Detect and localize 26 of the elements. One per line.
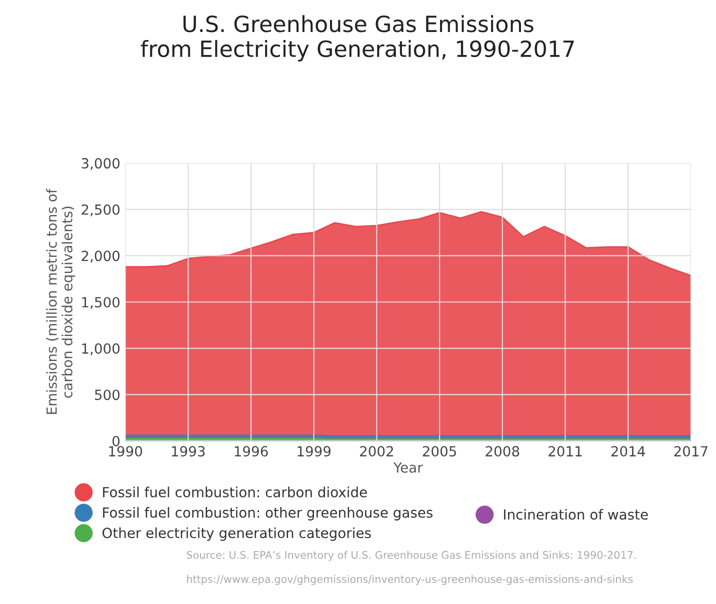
text: https://www.epa.gov/ghgemissions/inventory-us-greenhouse-gas-emissions-and-sinks [187,574,633,586]
legend-label: Other electricity generation categories [102,527,371,541]
legend-label: Fossil fuel combustion: other greenhouse gases [103,507,433,520]
x-tick-label: 1993 [172,446,205,457]
y-tick-label: 0 [112,436,120,446]
x-tick-label: 2011 [548,446,582,457]
y-tick-label: 2,500 [82,204,120,216]
y-axis-title: Emissions (million metric tons of carbon dioxide equivalents) [46,188,76,414]
legend-label: Fossil fuel combustion: carbon dioxide [103,486,367,498]
y-tick-label: 1,500 [82,296,120,309]
x-axis-title: Year [393,462,423,473]
x-tick-label: 2005 [422,446,456,457]
y-tick-label: 1,000 [82,343,120,356]
source-note: Source: U.S. EPA’s Inventory of U.S. Greenhouse Gas Emissions and Sinks: 1990-2017. [186,550,636,561]
x-tick-label: 2008 [486,446,520,457]
x-tick-label: 1990 [109,446,142,457]
y-tick-label: 3,000 [82,158,120,170]
x-tick-label: 2017 [674,446,708,457]
y-tick-label: 500 [95,390,120,400]
y-tick-label: 2,000 [82,250,120,263]
chart-title: U.S. Greenhouse Gas Emissions from Electricity Generation, 1990-2017 [140,15,574,62]
x-tick-label: 1999 [298,446,331,457]
legend-label: Incineration of waste [504,508,648,520]
x-tick-label: 2002 [360,446,393,457]
x-tick-label: 2014 [611,446,645,457]
x-tick-label: 1996 [234,446,268,457]
